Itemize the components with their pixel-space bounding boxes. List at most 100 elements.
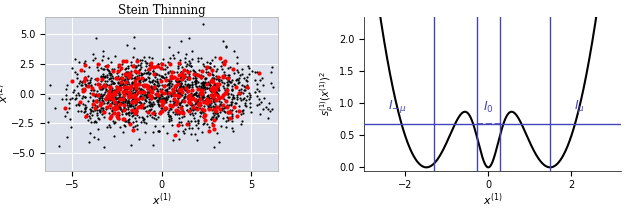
Point: [130, 82, 140, 85]
Point: [130, 124, 140, 127]
Point: [184, 110, 195, 113]
Point: [239, 104, 250, 107]
Point: [84, 66, 94, 69]
Point: [199, 100, 209, 103]
Point: [129, 81, 140, 84]
Point: [242, 76, 252, 79]
Point: [160, 88, 170, 92]
Point: [184, 77, 195, 80]
Point: [144, 73, 154, 76]
Point: [114, 106, 124, 109]
Point: [126, 69, 136, 73]
Point: [193, 99, 204, 102]
Point: [208, 111, 218, 115]
Point: [137, 72, 147, 76]
Point: [116, 97, 126, 101]
Point: [221, 92, 231, 95]
Point: [157, 75, 168, 78]
Point: [180, 74, 190, 78]
Point: [183, 95, 193, 98]
Point: [214, 82, 224, 86]
Point: [174, 83, 184, 86]
Point: [80, 107, 90, 111]
Point: [147, 89, 157, 92]
Point: [105, 99, 115, 102]
Point: [148, 66, 159, 69]
Point: [159, 102, 169, 105]
Point: [187, 80, 197, 84]
Point: [254, 98, 264, 101]
Point: [224, 74, 234, 77]
Point: [202, 94, 212, 98]
Point: [179, 96, 189, 99]
Point: [185, 70, 195, 73]
Point: [223, 83, 233, 86]
Point: [73, 109, 83, 113]
Point: [175, 70, 186, 74]
Point: [130, 95, 140, 98]
Point: [122, 102, 132, 105]
Point: [202, 65, 212, 68]
Point: [90, 93, 100, 96]
Point: [128, 86, 138, 89]
Point: [107, 112, 117, 115]
Point: [109, 121, 119, 125]
Point: [118, 117, 128, 120]
Point: [119, 96, 129, 100]
Point: [188, 107, 198, 110]
Point: [198, 110, 209, 114]
Point: [122, 92, 132, 96]
Point: [78, 89, 88, 92]
Point: [73, 102, 83, 105]
Point: [169, 57, 179, 60]
Point: [140, 106, 150, 109]
Point: [83, 118, 93, 121]
Point: [212, 111, 222, 115]
Point: [120, 99, 130, 102]
Point: [187, 93, 197, 96]
Point: [74, 81, 84, 84]
Point: [163, 90, 173, 94]
Point: [126, 143, 136, 146]
Point: [191, 106, 201, 109]
Point: [144, 103, 154, 106]
Point: [100, 75, 110, 78]
Point: [113, 74, 123, 78]
Point: [78, 103, 88, 106]
Point: [111, 114, 122, 117]
Point: [261, 105, 271, 108]
Point: [205, 84, 216, 87]
Point: [190, 70, 200, 73]
Point: [163, 110, 173, 113]
Point: [177, 98, 188, 102]
Point: [185, 102, 195, 105]
Point: [115, 108, 125, 111]
Point: [143, 86, 154, 89]
Point: [112, 71, 122, 75]
Point: [95, 110, 106, 113]
Point: [159, 107, 170, 111]
Point: [227, 113, 237, 116]
Point: [124, 113, 134, 116]
Point: [211, 99, 221, 102]
Point: [92, 94, 102, 98]
Point: [61, 87, 71, 90]
Point: [163, 95, 173, 99]
Point: [163, 112, 173, 115]
Point: [254, 71, 264, 75]
Point: [217, 81, 227, 84]
Point: [244, 91, 254, 95]
Point: [175, 101, 185, 104]
Point: [145, 102, 156, 105]
Point: [207, 115, 217, 118]
Point: [174, 89, 184, 92]
Point: [141, 84, 151, 87]
Point: [113, 86, 123, 89]
Point: [156, 106, 166, 110]
Point: [193, 80, 204, 84]
Point: [136, 120, 147, 123]
Point: [70, 57, 80, 61]
Point: [136, 83, 147, 87]
Point: [212, 84, 222, 88]
Point: [125, 122, 135, 125]
